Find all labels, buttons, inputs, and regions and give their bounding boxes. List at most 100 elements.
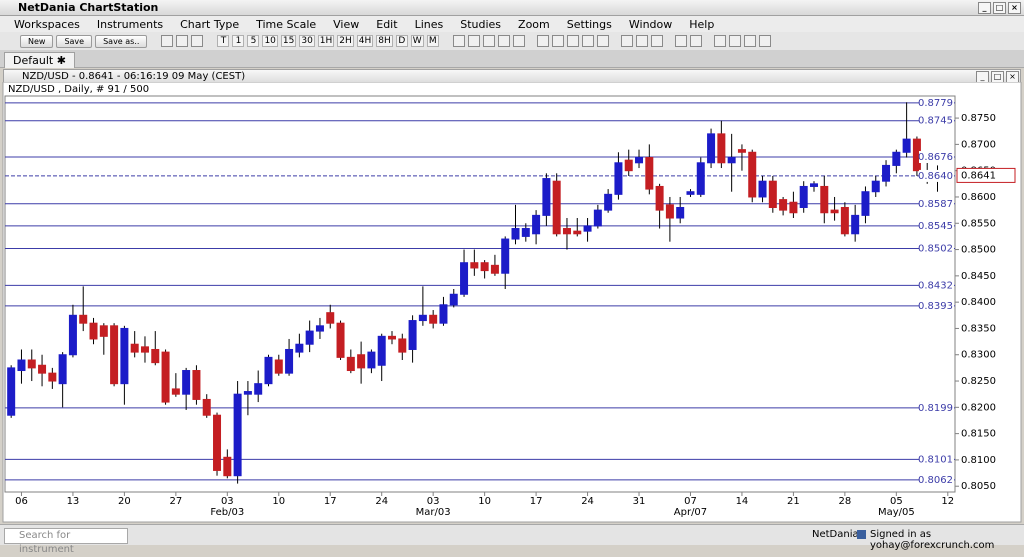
candle-body xyxy=(635,157,644,164)
toolbar-icon[interactable] xyxy=(497,35,510,47)
toolbar-icon[interactable] xyxy=(467,35,480,47)
toolbar-icon[interactable] xyxy=(551,35,564,47)
menu-item[interactable]: Time Scale xyxy=(256,17,317,31)
level-label-box xyxy=(919,453,954,466)
x-tick-label: 03 xyxy=(427,496,440,507)
toolbar-icon[interactable] xyxy=(713,35,726,47)
menu-item[interactable]: Lines xyxy=(414,17,444,31)
toolbar-icon[interactable] xyxy=(482,35,495,47)
level-label: 0.8745 xyxy=(918,116,953,127)
close-button[interactable]: × xyxy=(1008,2,1021,14)
menu-item[interactable]: Window xyxy=(628,17,673,31)
toolbar-icon[interactable] xyxy=(635,35,648,47)
candle-body xyxy=(460,262,469,295)
candle-body xyxy=(789,201,798,214)
search-input[interactable]: Search for instrument xyxy=(4,528,128,555)
candle-body xyxy=(830,209,839,214)
candle-body xyxy=(140,346,149,353)
y-tick-label: 0.8450 xyxy=(961,271,996,282)
candle-body xyxy=(707,133,716,164)
candle-body xyxy=(851,214,860,235)
menu-item[interactable]: Edit xyxy=(376,17,398,31)
candle-body xyxy=(79,314,88,324)
level-label-box xyxy=(919,219,954,232)
level-label: 0.8587 xyxy=(918,199,953,210)
candle-body xyxy=(676,206,685,219)
candle-body xyxy=(449,293,458,306)
menu-item[interactable]: Chart Type xyxy=(180,17,240,31)
menu-item[interactable]: Instruments xyxy=(96,17,164,31)
period-button[interactable]: 1H xyxy=(317,35,335,47)
toolbar-icon[interactable] xyxy=(743,35,756,47)
level-label: 0.8199 xyxy=(918,403,953,414)
period-button[interactable]: 2H xyxy=(337,35,354,47)
toolbar-icon[interactable] xyxy=(650,35,663,47)
level-label-box xyxy=(919,299,954,312)
candle-body xyxy=(233,393,242,477)
toolbar-icon[interactable] xyxy=(689,35,702,47)
candle-body xyxy=(748,151,757,198)
toolbar-button[interactable]: Save as.. xyxy=(95,34,148,48)
toolbar: New Save Save as.. T 1 5 10 15 30 1H 2H 4H 8H D W M xyxy=(0,32,1024,50)
menu-item[interactable]: Studies xyxy=(460,17,502,31)
candle-body xyxy=(161,351,170,403)
menu-item[interactable]: Help xyxy=(689,17,715,31)
period-button[interactable]: 1 xyxy=(232,35,245,47)
menu-item[interactable]: View xyxy=(333,17,360,31)
toolbar-icon[interactable] xyxy=(176,35,189,47)
workspace-tab[interactable]: Default ✱ xyxy=(4,52,75,68)
minimize-button[interactable]: _ xyxy=(978,2,991,14)
toolbar-icon[interactable] xyxy=(566,35,579,47)
chart: NZD/USD , Daily, # 91 / 500 0.8050 0.8100… xyxy=(2,82,1022,523)
candle-body xyxy=(38,364,47,374)
toolbar-icon[interactable] xyxy=(191,35,204,47)
toolbar-icon[interactable] xyxy=(581,35,594,47)
y-tick-label: 0.8700 xyxy=(961,139,996,150)
candle-body xyxy=(27,359,36,369)
level-label-box xyxy=(919,96,954,109)
restore-button[interactable]: □ xyxy=(991,71,1004,83)
chart-background xyxy=(2,82,1022,523)
x-tick-label: 05 xyxy=(890,496,903,507)
restore-button[interactable]: □ xyxy=(993,2,1006,14)
y-tick-label: 0.8250 xyxy=(961,376,996,387)
toolbar-icon[interactable] xyxy=(596,35,609,47)
candle-body xyxy=(717,133,726,164)
candle-body xyxy=(799,185,808,208)
period-button[interactable]: D xyxy=(395,35,408,47)
menu-item[interactable]: Zoom xyxy=(518,17,550,31)
toolbar-icon[interactable] xyxy=(452,35,465,47)
x-tick-label: 27 xyxy=(169,496,182,507)
candle-body xyxy=(490,264,499,274)
period-button[interactable]: 5 xyxy=(247,35,260,47)
toolbar-button[interactable]: Save xyxy=(56,34,93,48)
toolbar-icon[interactable] xyxy=(674,35,687,47)
period-button[interactable]: 10 xyxy=(262,35,278,47)
period-button[interactable]: 4H xyxy=(356,35,374,47)
period-button[interactable]: 15 xyxy=(280,35,297,47)
candle-body xyxy=(552,180,561,235)
toolbar-icon[interactable] xyxy=(758,35,771,47)
toolbar-icon[interactable] xyxy=(512,35,525,47)
candle-body xyxy=(418,314,427,322)
period-button[interactable]: 8H xyxy=(376,35,393,47)
menu-item[interactable]: Workspaces xyxy=(14,17,80,31)
period-button[interactable]: 30 xyxy=(299,35,315,47)
candle-body xyxy=(326,312,335,324)
search-placeholder: Search for instrument xyxy=(19,530,74,555)
candle-body xyxy=(501,238,510,274)
period-button[interactable]: M xyxy=(426,35,439,47)
period-button[interactable]: T xyxy=(217,35,230,47)
toolbar-icon[interactable] xyxy=(620,35,633,47)
candle-body xyxy=(408,320,417,350)
menu-item[interactable]: Settings xyxy=(566,17,612,31)
toolbar-icon[interactable] xyxy=(161,35,174,47)
user-icon xyxy=(857,530,866,539)
candle-body xyxy=(68,314,77,356)
toolbar-button[interactable]: New xyxy=(20,34,54,48)
toolbar-icon[interactable] xyxy=(536,35,549,47)
toolbar-icon[interactable] xyxy=(728,35,741,47)
candle-body xyxy=(871,180,880,193)
period-button[interactable]: W xyxy=(410,35,424,47)
